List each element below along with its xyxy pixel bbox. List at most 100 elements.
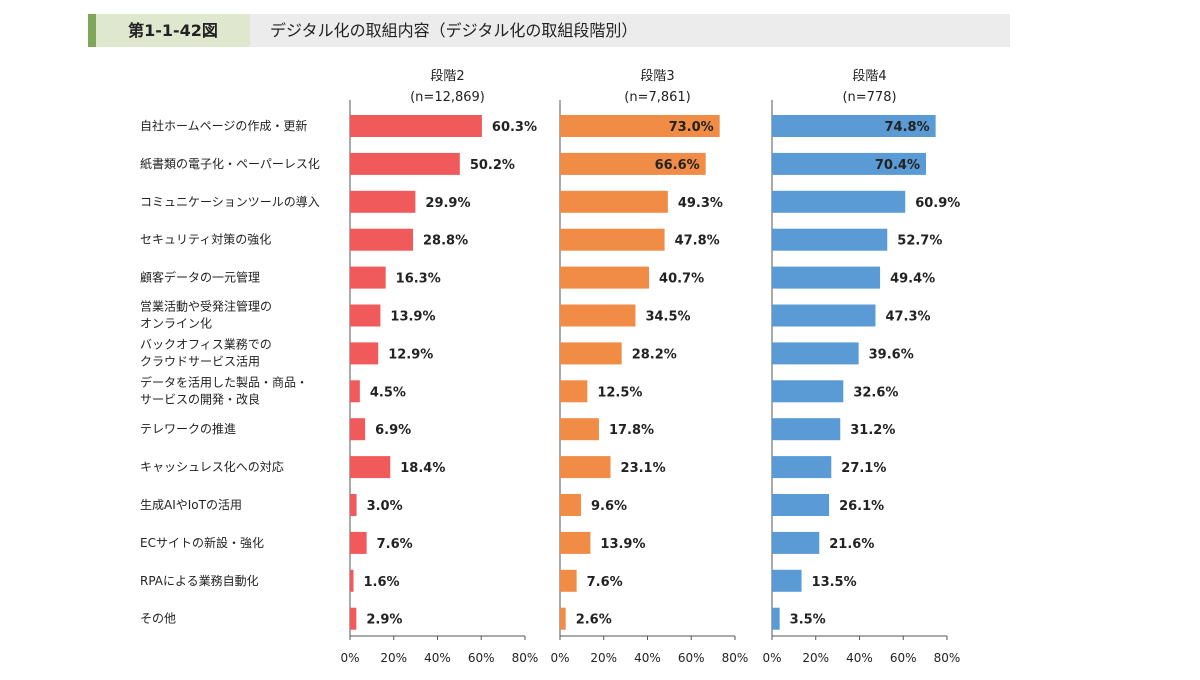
bar [350,228,413,251]
x-tick-label: 40% [634,651,661,665]
bar [350,569,354,592]
panel-title: 段階2 [430,69,464,84]
data-label: 28.2% [632,347,677,362]
data-label: 13.9% [390,310,435,325]
data-label: 18.4% [400,461,445,476]
x-tick-label: 0% [550,651,569,665]
category-label: オンライン化 [140,317,212,331]
data-label: 26.1% [839,499,884,514]
data-label: 31.2% [850,423,895,438]
data-label: 60.3% [492,120,537,135]
figure-header: 第1-1-42図 デジタル化の取組内容（デジタル化の取組段階別） [88,14,1010,47]
bar [560,342,622,365]
x-tick-label: 80% [512,651,539,665]
data-label: 49.3% [678,196,723,211]
bar [772,569,802,592]
data-label: 12.5% [597,385,642,400]
bar [560,266,650,289]
data-label: 6.9% [375,423,411,438]
category-label: キャッシュレス化への対応 [140,460,284,474]
data-label: 29.9% [425,196,470,211]
data-label: 3.5% [790,613,826,628]
category-label: セキュリティ対策の強化 [140,233,271,247]
x-tick-label: 0% [340,651,359,665]
x-tick-label: 20% [590,651,617,665]
category-label: バックオフィス業務での [140,337,272,351]
bar [350,607,357,630]
bar [772,494,830,516]
x-tick-label: 80% [722,651,749,665]
data-label: 3.0% [367,499,403,514]
header-accent [88,14,96,47]
bar [560,152,706,175]
category-label: RPAによる業務自動化 [140,574,259,588]
x-tick-label: 80% [934,651,961,665]
data-label: 13.5% [812,575,857,590]
data-label: 21.6% [829,537,874,552]
bar [772,380,844,403]
data-label: 49.4% [890,272,935,287]
x-tick-label: 60% [890,651,917,665]
data-label: 16.3% [396,272,441,287]
bar [350,494,357,516]
bar [560,456,611,479]
bar [772,115,936,137]
category-label: 自社ホームページの作成・更新 [140,118,307,133]
data-label: 70.4% [875,158,920,173]
bar [350,190,416,213]
data-label: 23.1% [621,461,666,476]
x-tick-label: 40% [846,651,873,665]
x-tick-label: 60% [468,651,495,665]
bar [772,266,881,289]
bar [772,304,876,327]
figure-number: 第1-1-42図 [96,14,250,47]
data-label: 1.6% [364,575,400,590]
data-label: 47.8% [675,234,720,249]
bar [560,228,665,251]
bar [560,418,599,441]
x-tick-label: 40% [424,651,451,665]
data-label: 27.1% [841,461,886,476]
x-tick-label: 60% [678,651,705,665]
category-label: その他 [140,612,176,626]
bar [350,418,366,441]
data-label: 4.5% [370,385,406,400]
category-label: テレワークの推進 [140,422,236,436]
bar [772,342,859,365]
panel-title: 段階3 [640,69,674,84]
category-label: 顧客データの一元管理 [140,270,260,285]
panel-n: (n=12,869) [410,90,485,105]
bar [560,304,636,327]
category-label: コミュニケーションツールの導入 [140,195,320,209]
data-label: 50.2% [470,158,515,173]
data-label: 66.6% [655,158,700,173]
data-label: 34.5% [645,310,690,325]
category-label: サービスの開発・改良 [140,391,260,406]
bar [772,531,820,554]
bar [772,456,832,479]
bar [350,531,367,554]
bar [350,115,482,137]
bar [772,418,841,441]
x-tick-label: 20% [802,651,829,665]
panel-n: (n=778) [842,90,896,105]
data-label: 60.9% [915,196,960,211]
data-label: 12.9% [388,347,433,362]
data-label: 47.3% [885,310,930,325]
category-label: 営業活動や受発注管理の [140,299,272,314]
data-label: 32.6% [853,385,898,400]
bar [350,266,386,289]
category-label: 生成AIやIoTの活用 [140,498,242,512]
data-label: 2.9% [366,613,402,628]
data-label: 13.9% [600,537,645,552]
bar [560,569,577,592]
bar [350,380,360,403]
figure-title: デジタル化の取組内容（デジタル化の取組段階別） [270,21,638,40]
x-tick-label: 20% [380,651,407,665]
bar [560,494,581,516]
bar [772,152,926,175]
bar [350,304,381,327]
x-tick-label: 0% [762,651,781,665]
category-label: ECサイトの新設・強化 [140,535,264,550]
